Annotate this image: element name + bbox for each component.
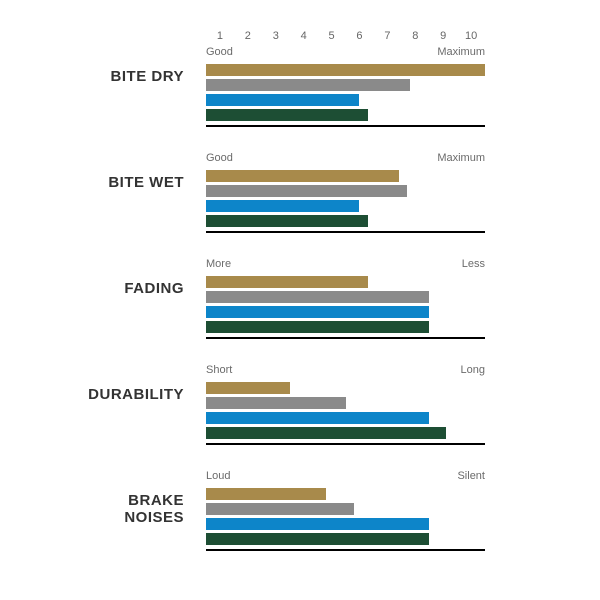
bar-series-2 [206,185,407,197]
group-baseline [206,125,485,127]
bar-series-2 [206,79,410,91]
group-baseline [206,549,485,551]
scale-low-label: Short [206,364,232,376]
axis-tick: 5 [318,30,346,42]
bar-series-4 [206,109,368,121]
group-baseline [206,443,485,445]
scale-high-label: Less [462,258,485,270]
scale-high-label: Maximum [437,46,485,58]
bar-series-2 [206,291,429,303]
metric-title: FADING [0,280,184,297]
bar-series-2 [206,503,354,515]
group-baseline [206,337,485,339]
metric-title: BRAKENOISES [0,492,184,527]
axis-tick: 3 [262,30,290,42]
bar-series-4 [206,533,429,545]
scale-low-label: Loud [206,470,230,482]
bar-series-4 [206,215,368,227]
metric-title: BITE WET [0,174,184,191]
bar-series-1 [206,64,485,76]
bar-series-3 [206,306,429,318]
bar-series-3 [206,412,429,424]
scale-high-label: Long [461,364,485,376]
scale-low-label: Good [206,46,233,58]
axis-tick: 7 [373,30,401,42]
axis-tick: 9 [429,30,457,42]
scale-labels: Loud Silent [206,470,485,482]
group-baseline [206,231,485,233]
scale-low-label: More [206,258,231,270]
scale-labels: More Less [206,258,485,270]
bar-series-3 [206,518,429,530]
comparison-chart: 12345678910 BITE DRY Good Maximum BITE WET G… [0,0,600,600]
scale-low-label: Good [206,152,233,164]
scale-high-label: Maximum [437,152,485,164]
axis-tick: 10 [457,30,485,42]
bar-series-1 [206,170,399,182]
axis-tick: 1 [206,30,234,42]
metric-title: DURABILITY [0,386,184,403]
scale-labels: Short Long [206,364,485,376]
bar-series-2 [206,397,346,409]
axis-tick: 4 [290,30,318,42]
bar-series-4 [206,427,446,439]
bar-series-1 [206,488,326,500]
scale-labels: Good Maximum [206,46,485,58]
axis-tick: 6 [346,30,374,42]
bar-series-1 [206,382,290,394]
x-axis-ticks: 12345678910 [206,30,485,42]
scale-high-label: Silent [457,470,485,482]
axis-tick: 8 [401,30,429,42]
scale-labels: Good Maximum [206,152,485,164]
bar-series-4 [206,321,429,333]
metric-title: BITE DRY [0,68,184,85]
bar-series-3 [206,200,359,212]
bar-series-3 [206,94,359,106]
bar-series-1 [206,276,368,288]
axis-tick: 2 [234,30,262,42]
